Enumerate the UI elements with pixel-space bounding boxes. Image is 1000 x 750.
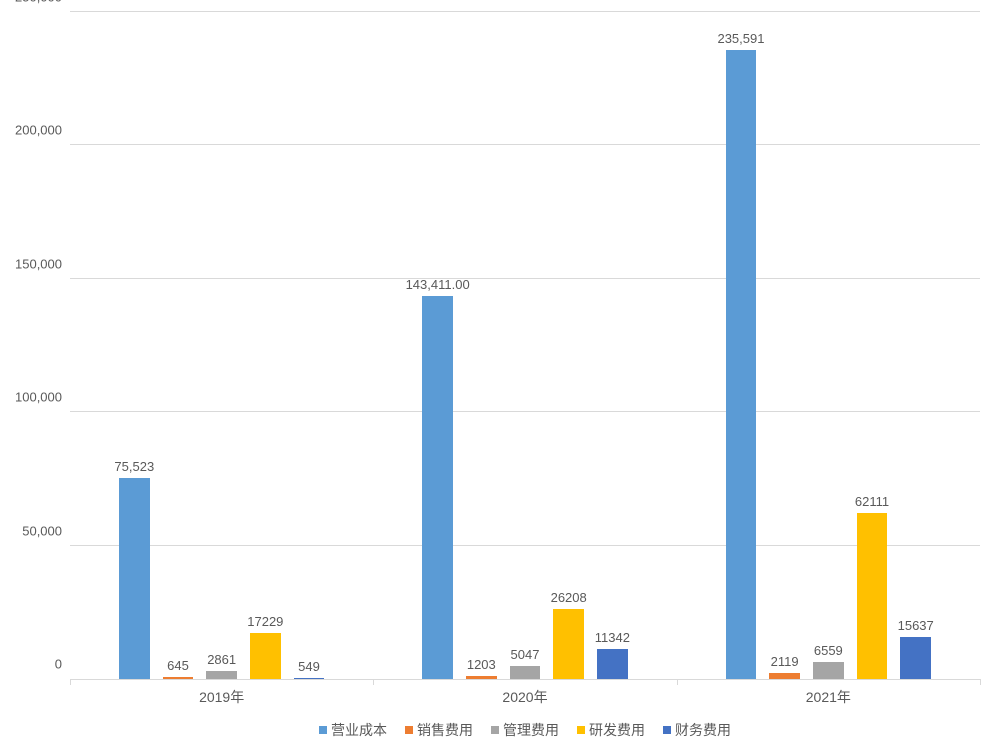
x-tick-label: 2020年 — [502, 687, 547, 707]
bar-value-label: 645 — [167, 658, 189, 673]
bar-rd: 26208 — [553, 609, 584, 679]
bar-sales: 645 — [163, 677, 194, 679]
bar-finance: 15637 — [900, 637, 931, 679]
bar-admin: 5047 — [510, 666, 541, 679]
legend-item-finance: 财务费用 — [663, 720, 731, 740]
x-tick-mark — [70, 679, 71, 685]
gridline — [70, 144, 980, 145]
legend-label: 营业成本 — [331, 720, 387, 740]
legend-swatch — [577, 726, 585, 734]
bar-value-label: 17229 — [247, 614, 283, 629]
y-tick-label: 200,000 — [15, 123, 62, 138]
y-tick-label: 0 — [55, 657, 62, 672]
x-tick-label: 2019年 — [199, 687, 244, 707]
bar-rd: 62111 — [857, 513, 888, 679]
bar-value-label: 75,523 — [114, 459, 154, 474]
bar-value-label: 235,591 — [717, 31, 764, 46]
bar-admin: 2861 — [206, 671, 237, 679]
legend-item-sales: 销售费用 — [405, 720, 473, 740]
gridline — [70, 278, 980, 279]
legend-item-rd: 研发费用 — [577, 720, 645, 740]
expense-bar-chart: 0 50,000 100,000 150,000 200,000 250,000 2019年… — [0, 0, 1000, 750]
bar-value-label: 11342 — [595, 630, 630, 645]
y-tick-label: 50,000 — [22, 523, 62, 538]
gridline — [70, 411, 980, 412]
legend-item-cost: 营业成本 — [319, 720, 387, 740]
legend-item-admin: 管理费用 — [491, 720, 559, 740]
legend: 营业成本 销售费用 管理费用 研发费用 财务费用 — [70, 720, 980, 740]
x-tick-mark — [980, 679, 981, 685]
x-tick-label: 2021年 — [806, 687, 851, 707]
legend-label: 财务费用 — [675, 720, 731, 740]
bar-value-label: 2119 — [771, 654, 799, 669]
bar-value-label: 5047 — [511, 647, 540, 662]
legend-label: 研发费用 — [589, 720, 645, 740]
bar-cost: 75,523 — [119, 478, 150, 679]
bar-value-label: 6559 — [814, 643, 843, 658]
bar-value-label: 62111 — [855, 494, 889, 509]
bar-value-label: 15637 — [898, 618, 934, 633]
bar-finance: 11342 — [597, 649, 628, 679]
bar-cost: 143,411.00 — [422, 296, 453, 679]
bar-admin: 6559 — [813, 662, 844, 679]
bar-value-label: 26208 — [551, 590, 587, 605]
bar-value-label: 1203 — [467, 657, 496, 672]
legend-swatch — [319, 726, 327, 734]
legend-label: 销售费用 — [417, 720, 473, 740]
y-tick-label: 150,000 — [15, 256, 62, 271]
legend-label: 管理费用 — [503, 720, 559, 740]
bar-value-label: 143,411.00 — [406, 277, 470, 292]
bar-finance: 549 — [294, 678, 325, 679]
y-tick-label: 100,000 — [15, 390, 62, 405]
bar-value-label: 549 — [298, 659, 320, 674]
y-tick-label: 250,000 — [15, 0, 62, 5]
bar-sales: 1203 — [466, 676, 497, 679]
bar-rd: 17229 — [250, 633, 281, 679]
bar-value-label: 2861 — [207, 652, 236, 667]
plot-area: 050,000100,000150,000200,000250,0002019年… — [70, 12, 980, 680]
bar-cost: 235,591 — [726, 50, 757, 679]
x-tick-mark — [677, 679, 678, 685]
gridline — [70, 11, 980, 12]
legend-swatch — [491, 726, 499, 734]
legend-swatch — [663, 726, 671, 734]
bar-sales: 2119 — [769, 673, 800, 679]
gridline — [70, 545, 980, 546]
legend-swatch — [405, 726, 413, 734]
x-tick-mark — [373, 679, 374, 685]
